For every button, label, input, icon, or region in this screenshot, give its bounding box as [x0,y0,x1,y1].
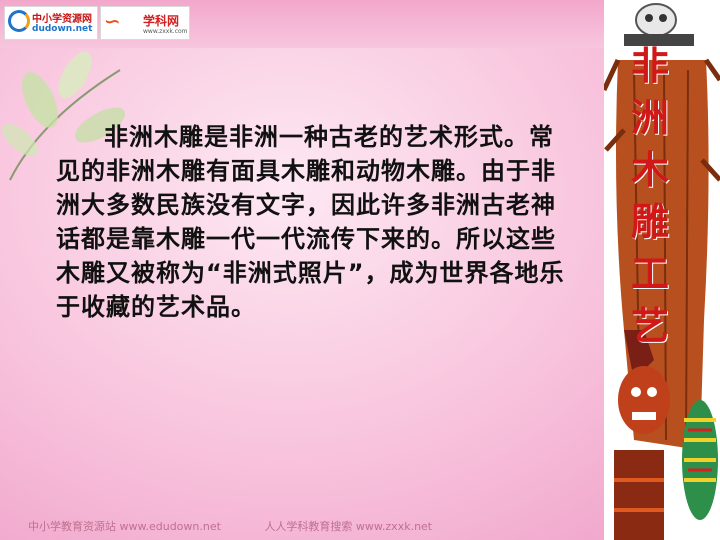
logo-title: 中小学资源网 [32,14,92,25]
logo-name: 学科网 [143,14,180,28]
title-char: 工 [630,251,669,296]
title-char: 艺 [630,303,669,348]
zxxk-logo[interactable]: ∽ 学科网 www.zxxk.com [100,6,190,40]
vertical-title: 非 洲 木 雕 工 艺 [620,40,680,352]
zxxk-mark-icon: ∽ [104,9,121,33]
title-char: 洲 [630,95,669,140]
footer-left-link[interactable]: 中小学教育资源站 www.edudown.net [28,520,221,533]
body-paragraph: 非洲木雕是非洲一种古老的艺术形式。常见的非洲木雕有面具木雕和动物木雕。由于非洲大… [56,120,576,324]
carved-tree-illustration [604,0,720,540]
title-char: 雕 [630,199,669,244]
logo-domain: www.zxxk.com [143,28,188,35]
footer: 中小学教育资源站 www.edudown.net 人人学科教育搜索 www.zx… [28,518,472,534]
title-char: 非 [630,43,669,88]
footer-right-link[interactable]: 人人学科教育搜索 www.zxxk.net [264,520,433,533]
leaves-decoration [1,51,125,181]
edudown-logo[interactable]: 中小学资源网 dudown.net [4,6,98,40]
paragraph-text: 非洲木雕是非洲一种古老的艺术形式。常见的非洲木雕有面具木雕和动物木雕。由于非洲大… [56,123,565,321]
tree-panel [604,0,720,540]
logo-domain: dudown.net [32,24,93,34]
globe-icon [8,10,30,32]
title-char: 木 [630,147,669,192]
